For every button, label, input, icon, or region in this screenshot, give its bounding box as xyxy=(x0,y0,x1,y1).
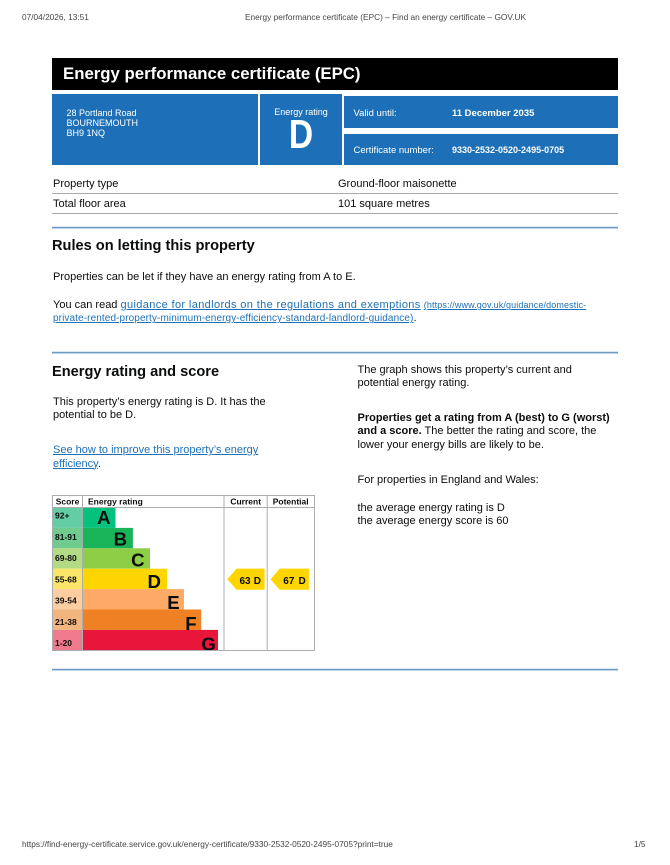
svg-text:Score: Score xyxy=(56,497,80,507)
svg-text:C: C xyxy=(131,550,144,571)
svg-text:21-38: 21-38 xyxy=(55,617,77,627)
svg-text:D: D xyxy=(254,576,261,587)
svg-text:G: G xyxy=(201,634,215,651)
svg-text:B: B xyxy=(114,529,127,550)
svg-text:92+: 92+ xyxy=(55,511,69,521)
svg-text:1-20: 1-20 xyxy=(55,638,72,648)
svg-text:D: D xyxy=(147,571,160,592)
svg-text:A: A xyxy=(97,507,110,528)
svg-text:69-80: 69-80 xyxy=(55,553,77,563)
svg-text:81-91: 81-91 xyxy=(55,532,77,542)
svg-text:67: 67 xyxy=(283,576,295,587)
svg-text:D: D xyxy=(299,576,306,587)
svg-text:Current: Current xyxy=(230,497,261,507)
svg-text:Potential: Potential xyxy=(273,497,309,507)
svg-text:E: E xyxy=(167,592,179,613)
svg-text:39-54: 39-54 xyxy=(55,596,77,606)
svg-text:55-68: 55-68 xyxy=(55,574,77,584)
svg-text:F: F xyxy=(185,613,196,634)
svg-text:63: 63 xyxy=(240,576,252,587)
svg-text:Energy rating: Energy rating xyxy=(88,497,143,507)
